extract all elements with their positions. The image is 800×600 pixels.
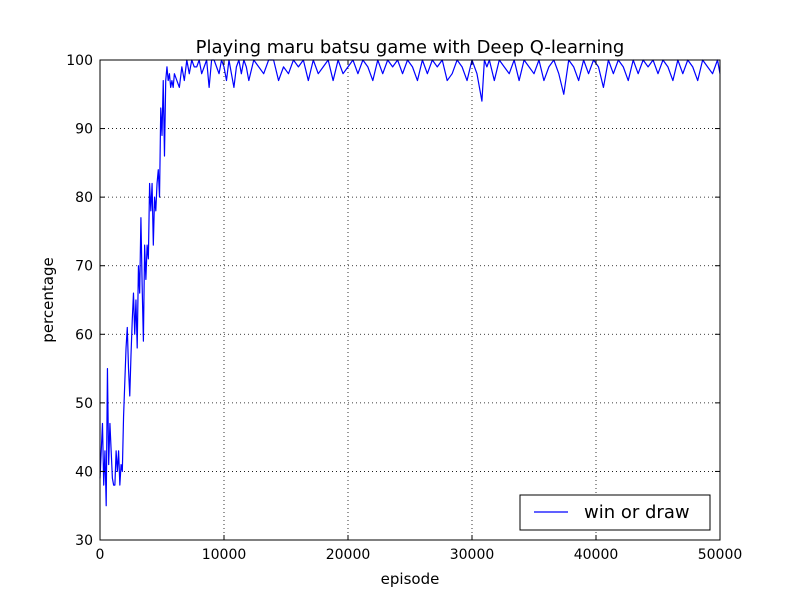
y-tick-label: 30 <box>75 533 93 549</box>
y-tick-label: 100 <box>66 53 93 69</box>
x-axis-label: episode <box>381 570 440 588</box>
x-tick-label: 20000 <box>326 547 371 563</box>
y-axis-label: percentage <box>39 257 57 342</box>
y-tick-label: 50 <box>75 396 93 412</box>
legend: win or draw <box>519 494 711 531</box>
chart-title: Playing maru batsu game with Deep Q-lear… <box>196 37 625 58</box>
y-tick-label: 70 <box>75 259 93 275</box>
y-tick-label: 90 <box>75 122 93 138</box>
x-tick-label: 0 <box>96 547 105 563</box>
plot-frame <box>99 59 721 541</box>
y-tick-label: 80 <box>75 190 93 206</box>
x-tick-label: 30000 <box>450 547 495 563</box>
y-tick-label: 60 <box>75 327 93 343</box>
legend-label: win or draw <box>584 502 690 523</box>
axis-ticks: 0 10000 20000 30000 40000 50000 30 40 50 60 70 80 90… <box>66 53 742 563</box>
grid-lines <box>100 60 720 540</box>
x-tick-label: 50000 <box>698 547 743 563</box>
x-tick-label: 40000 <box>574 547 619 563</box>
y-tick-label: 40 <box>75 464 93 480</box>
x-tick-label: 10000 <box>202 547 247 563</box>
